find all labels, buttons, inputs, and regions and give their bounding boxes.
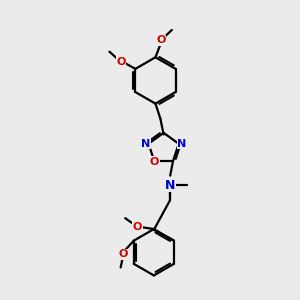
Text: O: O	[119, 249, 128, 259]
Text: O: O	[133, 222, 142, 232]
Text: O: O	[156, 35, 166, 45]
Text: N: N	[165, 179, 175, 192]
Text: N: N	[141, 139, 150, 149]
Text: N: N	[177, 139, 187, 149]
Text: O: O	[116, 57, 126, 67]
Text: O: O	[150, 157, 159, 167]
